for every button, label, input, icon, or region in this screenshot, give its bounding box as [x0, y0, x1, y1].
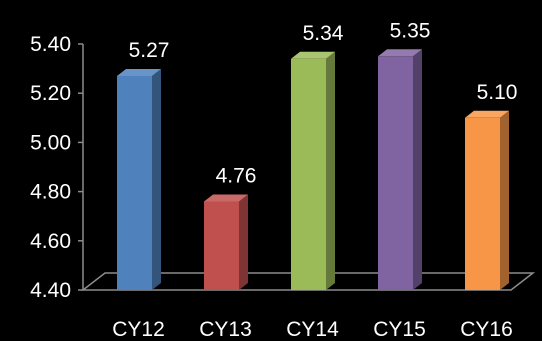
bar-top [291, 51, 335, 59]
y-tick-label: 4.40 [30, 279, 71, 302]
bar-side [413, 49, 422, 290]
bar-front [117, 75, 152, 290]
y-tick-label: 4.60 [30, 230, 71, 253]
bar-side [326, 51, 335, 291]
bar [378, 49, 422, 290]
x-category-label: CY16 [460, 318, 513, 341]
bar-side [152, 68, 161, 290]
x-category-label: CY12 [112, 318, 165, 341]
x-category-label: CY13 [199, 318, 252, 341]
bar-front [291, 58, 326, 291]
bar-side [239, 194, 248, 290]
bars [117, 49, 509, 291]
floor-plane [80, 272, 536, 291]
bar-front [204, 201, 239, 290]
data-label: 5.34 [303, 22, 344, 45]
x-category-label: CY15 [373, 318, 426, 341]
x-category-label: CY14 [286, 318, 339, 341]
data-label: 5.10 [477, 81, 518, 104]
y-axis: 4.40 4.60 4.80 5.00 5.20 5.40 [30, 33, 84, 302]
bar-front [378, 56, 413, 290]
bar [117, 68, 161, 290]
bar [204, 194, 248, 290]
bar-top [378, 49, 422, 57]
bar-top [117, 68, 161, 76]
y-tick-label: 5.20 [30, 82, 71, 105]
y-tick-label: 5.40 [30, 33, 71, 56]
bar-side [500, 110, 509, 290]
y-tick-label: 4.80 [30, 181, 71, 204]
bar-front [465, 117, 500, 290]
bar [465, 110, 509, 290]
bar [291, 51, 335, 291]
data-label: 5.35 [390, 19, 431, 42]
labels: 5.27 CY12 4.76 CY13 5.34 CY14 5.35 CY15 5.10 CY16 [112, 19, 517, 341]
bar-top [465, 110, 509, 118]
chart-floor [80, 272, 536, 291]
data-label: 5.27 [129, 39, 170, 62]
bar-top [204, 194, 248, 202]
y-tick-label: 5.00 [30, 131, 71, 154]
data-label: 4.76 [216, 164, 257, 187]
